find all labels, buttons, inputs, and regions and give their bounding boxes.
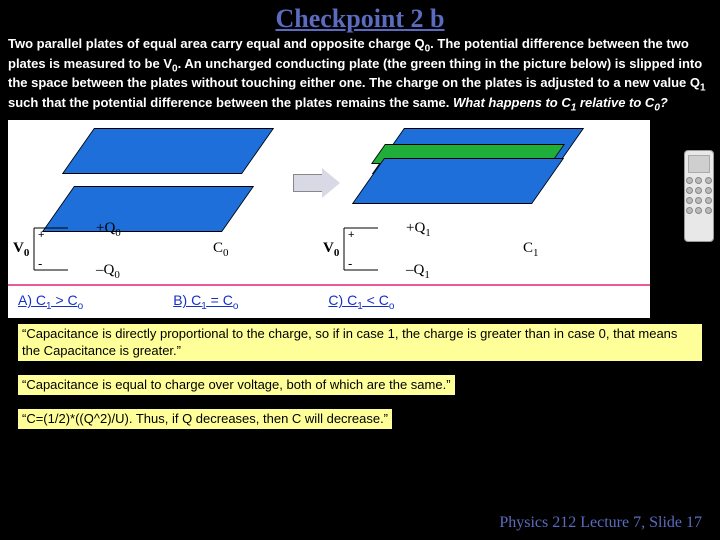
footer-slide: 17 — [686, 514, 702, 531]
q-part1: Two parallel plates of equal area carry … — [8, 36, 425, 51]
svg-text:-: - — [348, 256, 352, 271]
quote-3: “C=(1/2)*((Q^2)/U). Thus, if Q decreases… — [18, 409, 392, 429]
question-text: Two parallel plates of equal area carry … — [0, 34, 720, 118]
arrow-icon — [293, 168, 341, 198]
svg-text:–Q0: –Q0 — [95, 262, 120, 281]
footer-course: Physics 212 — [499, 514, 580, 531]
option-b[interactable]: B) C1 = Co — [173, 292, 238, 312]
sub-one: 1 — [700, 83, 706, 94]
svg-text:V0: V0 — [323, 240, 340, 259]
student-quotes: “Capacitance is directly proportional to… — [0, 318, 720, 443]
emph-t1: What happens to C — [453, 95, 571, 110]
footer-lecture: Lecture 7, Slide — [580, 514, 686, 531]
emph-t3: ? — [660, 95, 668, 110]
plate-top-left — [62, 128, 274, 174]
q-emph: What happens to C1 relative to C0? — [453, 95, 668, 110]
plate-bottom-right — [352, 158, 564, 204]
quote-1: “Capacitance is directly proportional to… — [18, 324, 702, 361]
option-a[interactable]: A) C1 > Co — [18, 292, 83, 312]
diagram-labels: +Q0 –Q0 C0 V0 + - +Q1 –Q1 C1 V0 + - — [8, 218, 648, 282]
q-part1d: such that the potential difference betwe… — [8, 95, 453, 110]
svg-text:+Q0: +Q0 — [96, 220, 121, 239]
svg-text:-: - — [38, 256, 42, 271]
divider-line — [8, 284, 650, 286]
quote-2: “Capacitance is equal to charge over vol… — [18, 375, 455, 395]
capacitor-left — [58, 128, 258, 232]
slide-footer: Physics 212 Lecture 7, Slide 17 — [499, 514, 702, 532]
diagram-area: +Q0 –Q0 C0 V0 + - +Q1 –Q1 C1 V0 + - — [8, 120, 650, 318]
svg-text:+: + — [38, 229, 44, 241]
svg-text:C0: C0 — [213, 240, 229, 259]
svg-text:+: + — [348, 229, 354, 241]
slide-title: Checkpoint 2 b — [0, 0, 720, 34]
svg-text:V0: V0 — [13, 240, 30, 259]
svg-text:–Q1: –Q1 — [405, 262, 430, 281]
emph-t2: relative to C — [576, 95, 654, 110]
clicker-remote-icon — [684, 150, 714, 242]
capacitor-right — [368, 128, 568, 204]
answer-options: A) C1 > Co B) C1 = Co C) C1 < Co — [18, 292, 640, 312]
svg-text:+Q1: +Q1 — [406, 220, 431, 239]
option-c[interactable]: C) C1 < Co — [328, 292, 394, 312]
svg-text:C1: C1 — [523, 240, 539, 259]
